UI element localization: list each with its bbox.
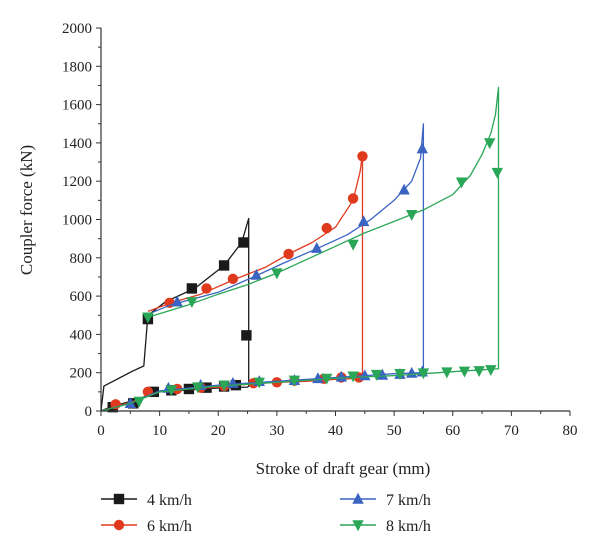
x-axis-title: Stroke of draft gear (mm) [256, 459, 431, 478]
series-4 [100, 86, 504, 412]
data-point [238, 237, 249, 248]
y-tick-label: 2000 [62, 21, 92, 37]
legend-item: 6 km/h [101, 518, 192, 535]
axes: 0 10 20 30 40 50 60 70 8002004006008001000120014… [62, 21, 578, 439]
data-point [441, 367, 453, 379]
data-point [241, 330, 252, 341]
data-point [271, 268, 283, 280]
series-line [100, 86, 500, 412]
data-point [124, 397, 137, 409]
data-point [416, 142, 428, 154]
data-point [376, 368, 389, 380]
data-point [227, 273, 239, 285]
legend-label: 4 km/h [147, 492, 192, 509]
plot-area [100, 86, 504, 413]
data-point [283, 248, 294, 260]
legend-item: 7 km/h [340, 492, 431, 509]
data-point [250, 268, 263, 280]
data-point [253, 377, 265, 389]
legend-item: 8 km/h [340, 518, 431, 535]
y-tick-label: 1800 [62, 59, 92, 75]
data-point [455, 177, 468, 189]
x-tick-label: 80 [563, 423, 578, 439]
data-point [165, 385, 178, 397]
data-point [186, 297, 198, 309]
data-point [192, 382, 204, 394]
legend-marker [352, 492, 364, 504]
y-tick-label: 800 [70, 251, 93, 267]
x-tick-label: 0 [97, 423, 105, 439]
data-point [357, 151, 368, 162]
x-tick-label: 40 [328, 423, 343, 439]
legend-item: 4 km/h [101, 492, 192, 509]
data-point [483, 138, 496, 150]
y-tick-label: 1000 [62, 213, 92, 229]
legend-marker [113, 493, 125, 505]
legend: 4 km/h 6 km/h 7 km/h 8 km/h [101, 492, 431, 535]
data-point [347, 239, 359, 251]
data-point [370, 369, 383, 381]
data-point [311, 242, 323, 253]
data-point [218, 380, 230, 392]
y-tick-label: 400 [70, 327, 93, 343]
data-point [148, 386, 159, 398]
data-point [406, 210, 418, 221]
y-axis-title: Coupler force (kN) [17, 145, 36, 275]
x-tick-label: 30 [269, 423, 284, 439]
legend-marker [113, 519, 125, 531]
legend-label: 8 km/h [386, 518, 431, 535]
legend-marker [352, 520, 364, 532]
data-point [417, 368, 430, 380]
y-tick-label: 600 [70, 289, 93, 305]
x-tick-label: 20 [211, 423, 226, 439]
y-tick-label: 0 [85, 404, 93, 420]
data-point [473, 366, 485, 377]
data-point [321, 373, 333, 385]
y-tick-label: 200 [70, 366, 93, 382]
data-point [347, 371, 359, 383]
data-point [171, 295, 183, 307]
data-point [398, 183, 410, 195]
y-tick-label: 1600 [62, 98, 92, 114]
x-tick-label: 10 [152, 423, 167, 439]
data-point [288, 375, 301, 387]
data-point [357, 215, 370, 227]
series-2 [100, 151, 368, 412]
y-tick-label: 1400 [62, 136, 92, 152]
data-point [142, 312, 154, 324]
legend-label: 7 km/h [386, 492, 431, 509]
data-point [218, 260, 230, 271]
series-1 [100, 217, 252, 413]
series-line [100, 123, 425, 412]
x-tick-label: 50 [387, 423, 402, 439]
data-point [133, 396, 145, 408]
data-point [186, 283, 198, 294]
data-point [321, 222, 332, 234]
data-point [394, 368, 406, 380]
data-point [347, 193, 359, 204]
x-tick-label: 70 [504, 423, 519, 439]
x-tick-label: 60 [445, 423, 460, 439]
legend-label: 6 km/h [147, 518, 192, 535]
data-point [458, 366, 471, 378]
y-tick-label: 1200 [62, 174, 92, 190]
data-point [491, 167, 504, 179]
data-point [201, 283, 212, 294]
data-point [485, 365, 497, 377]
